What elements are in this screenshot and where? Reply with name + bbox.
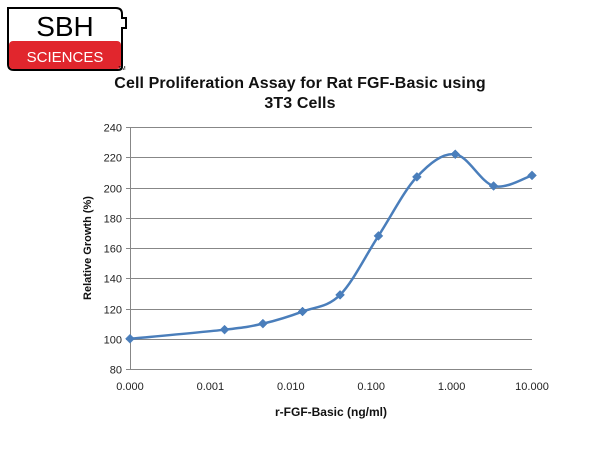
data-point-marker (125, 333, 135, 344)
y-tick-label: 140 (104, 274, 122, 286)
y-tick-label: 180 (104, 214, 122, 226)
logo-svg: SBH SCIENCES TM (7, 7, 127, 72)
y-tick-label: 120 (104, 305, 122, 317)
data-point-marker (219, 324, 230, 335)
x-tick-label: 1.000 (438, 381, 466, 393)
axis-layer (126, 127, 532, 370)
grid-layer (130, 127, 532, 340)
y-axis-label: Relative Growth (%) (82, 196, 94, 300)
series-line-layer (128, 152, 534, 340)
sbh-sciences-logo: SBH SCIENCES TM (6, 6, 130, 72)
data-point-marker (412, 172, 422, 182)
y-tick-label: 100 (104, 335, 122, 347)
data-point-marker (373, 231, 384, 241)
series-line (128, 152, 534, 340)
y-tick-label: 160 (104, 244, 122, 256)
label-layer: 80 100 120 140 160 180 200 220 240 0.000 0.001 0.01… (82, 123, 549, 420)
y-tick-label: 200 (104, 184, 122, 196)
data-point-marker (297, 306, 308, 317)
marker-layer (125, 149, 537, 344)
data-point-marker (450, 149, 461, 160)
x-tick-label: 0.010 (277, 381, 305, 393)
x-tick-label: 0.001 (197, 381, 225, 393)
data-point-marker (527, 170, 537, 181)
x-tick-label: 0.100 (357, 381, 385, 393)
data-point-marker (488, 181, 499, 191)
y-tick-label: 220 (104, 153, 122, 165)
logo-red-band (9, 41, 121, 69)
logo-line1: SBH (36, 11, 94, 42)
chart-title: Cell Proliferation Assay for Rat FGF-Bas… (114, 75, 486, 112)
x-axis-label: r-FGF-Basic (ng/ml) (275, 405, 387, 419)
logo-line2: SCIENCES (27, 49, 104, 66)
data-point-marker (258, 318, 268, 329)
x-tick-label: 10.000 (515, 381, 549, 393)
x-tick-label: 0.000 (116, 381, 144, 393)
data-point-marker (335, 290, 345, 300)
y-tick-label: 80 (110, 365, 122, 377)
logo-trademark: TM (118, 66, 125, 72)
y-tick-label: 240 (104, 123, 122, 135)
